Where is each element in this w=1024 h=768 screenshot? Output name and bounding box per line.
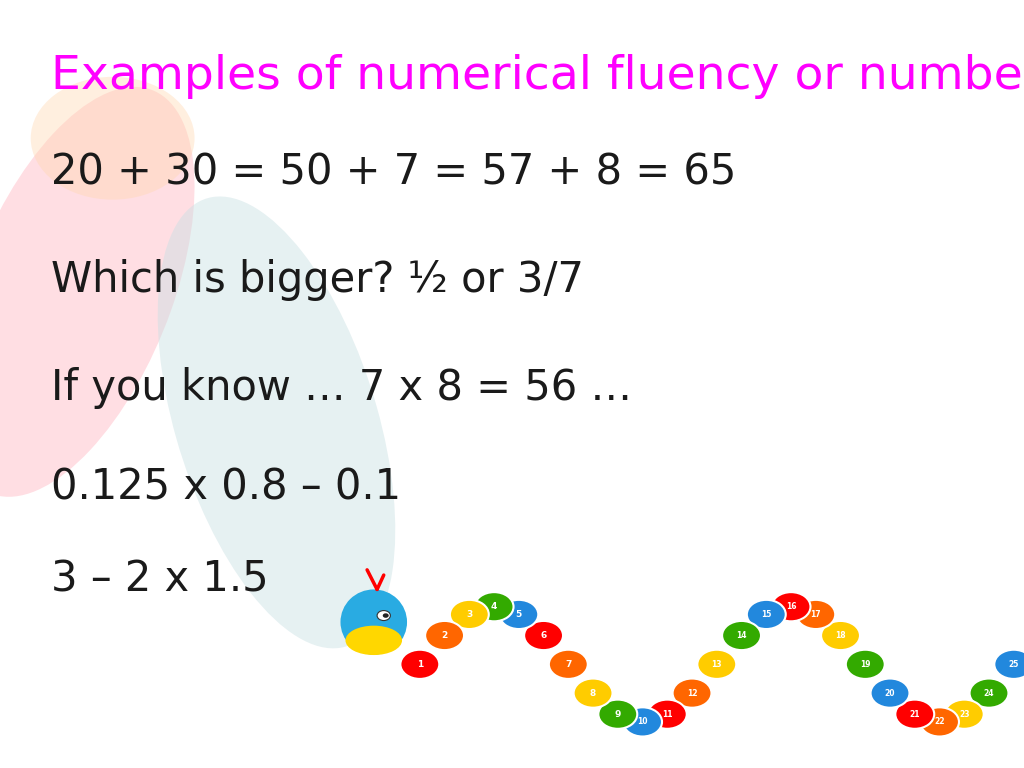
- Text: Examples of numerical fluency or number sense?: Examples of numerical fluency or number …: [51, 54, 1024, 99]
- Ellipse shape: [746, 600, 785, 629]
- Ellipse shape: [895, 700, 934, 729]
- Text: 10: 10: [637, 717, 648, 727]
- Ellipse shape: [648, 700, 687, 729]
- Text: 7: 7: [565, 660, 571, 669]
- Text: 20 + 30 = 50 + 7 = 57 + 8 = 65: 20 + 30 = 50 + 7 = 57 + 8 = 65: [51, 152, 736, 194]
- Ellipse shape: [821, 621, 860, 650]
- Text: 13: 13: [712, 660, 722, 669]
- Ellipse shape: [450, 600, 488, 629]
- Text: 5: 5: [516, 610, 522, 619]
- Ellipse shape: [345, 626, 402, 655]
- Text: 22: 22: [934, 717, 945, 727]
- Ellipse shape: [970, 679, 1009, 708]
- Ellipse shape: [400, 650, 439, 679]
- Text: 15: 15: [761, 610, 771, 619]
- Ellipse shape: [549, 650, 588, 679]
- Ellipse shape: [158, 197, 395, 648]
- Ellipse shape: [945, 700, 984, 729]
- Ellipse shape: [340, 590, 407, 654]
- Text: 3: 3: [466, 610, 472, 619]
- Text: 19: 19: [860, 660, 870, 669]
- Ellipse shape: [500, 600, 539, 629]
- Text: 11: 11: [663, 710, 673, 719]
- Ellipse shape: [524, 621, 563, 650]
- Text: If you know … 7 x 8 = 56 …: If you know … 7 x 8 = 56 …: [51, 367, 632, 409]
- Ellipse shape: [846, 650, 885, 679]
- Text: 1: 1: [417, 660, 423, 669]
- Ellipse shape: [573, 679, 612, 708]
- Ellipse shape: [797, 600, 836, 629]
- Ellipse shape: [697, 650, 736, 679]
- Ellipse shape: [870, 679, 909, 708]
- Ellipse shape: [0, 87, 195, 497]
- Text: 4: 4: [490, 602, 498, 611]
- Ellipse shape: [623, 707, 662, 737]
- Text: 0.125 x 0.8 – 0.1: 0.125 x 0.8 – 0.1: [51, 467, 401, 508]
- Ellipse shape: [772, 592, 811, 621]
- Text: 21: 21: [909, 710, 920, 719]
- Ellipse shape: [383, 614, 389, 617]
- Text: 25: 25: [1009, 660, 1019, 669]
- Ellipse shape: [474, 592, 513, 621]
- Text: 24: 24: [984, 689, 994, 697]
- Text: 16: 16: [785, 602, 797, 611]
- Text: 2: 2: [441, 631, 447, 640]
- Text: 3 – 2 x 1.5: 3 – 2 x 1.5: [51, 559, 269, 601]
- Text: 6: 6: [541, 631, 547, 640]
- Text: 17: 17: [810, 610, 821, 619]
- Text: 18: 18: [836, 631, 846, 640]
- Ellipse shape: [920, 707, 959, 737]
- Text: 23: 23: [959, 710, 970, 719]
- Text: 14: 14: [736, 631, 746, 640]
- Ellipse shape: [377, 611, 390, 621]
- Text: 20: 20: [885, 689, 895, 697]
- Text: 8: 8: [590, 689, 596, 697]
- Text: 9: 9: [614, 710, 621, 719]
- Ellipse shape: [425, 621, 464, 650]
- Ellipse shape: [673, 679, 712, 708]
- Ellipse shape: [722, 621, 761, 650]
- Text: Which is bigger? ½ or 3/7: Which is bigger? ½ or 3/7: [51, 260, 584, 301]
- Ellipse shape: [598, 700, 637, 729]
- Text: 12: 12: [687, 689, 697, 697]
- Ellipse shape: [994, 650, 1024, 679]
- Ellipse shape: [31, 77, 195, 200]
